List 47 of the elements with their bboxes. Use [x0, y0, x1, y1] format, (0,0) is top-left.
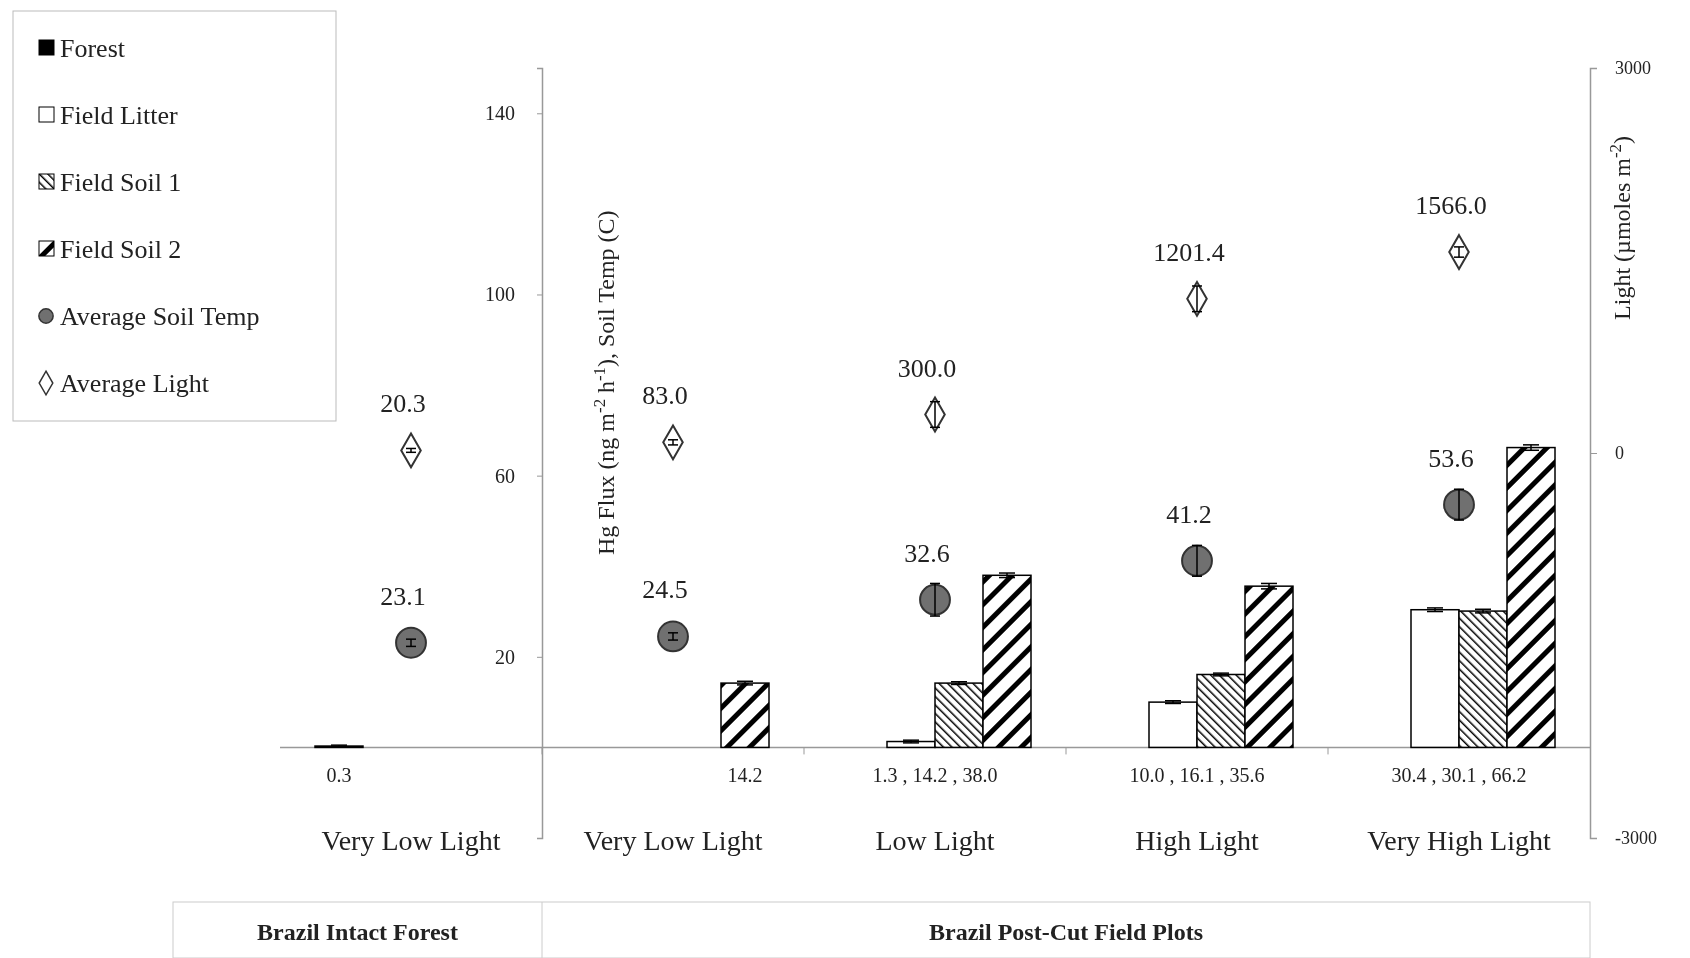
legend-label: Average Soil Temp — [60, 302, 260, 331]
y-tick-label: 100 — [485, 283, 515, 306]
data-label: 38.0 — [957, 764, 998, 787]
point — [919, 583, 951, 616]
legend-label: Field Litter — [60, 101, 179, 130]
x-tick-label: Low Light — [875, 825, 995, 857]
x-tick-label: Very High Light — [1367, 825, 1551, 857]
point — [1443, 488, 1475, 521]
data-label: 1566.0 — [1415, 191, 1487, 221]
legend-label: Average Light — [60, 369, 210, 398]
data-label: 41.2 — [1166, 499, 1212, 529]
data-label: 20.3 — [380, 389, 426, 419]
point — [657, 620, 689, 653]
data-label: 30.4 , — [1391, 764, 1437, 787]
data-label: 35.6 — [1224, 764, 1265, 787]
y-tick-label: 20 — [495, 645, 515, 668]
text: Brazil Post-Cut Field Plots — [929, 919, 1203, 945]
data-label: 1.3 , — [872, 764, 908, 787]
text: Brazil Intact Forest — [257, 919, 458, 945]
data-label: 66.2 — [1486, 764, 1527, 787]
data-label: 32.6 — [904, 538, 950, 568]
data-label: 23.1 — [380, 581, 426, 611]
data-label: 10.0 , — [1129, 764, 1175, 787]
data-label: 30.1 , — [1436, 764, 1487, 787]
data-label: 300.0 — [897, 353, 957, 383]
legend-label: Forest — [60, 34, 126, 63]
data-label: 0.3 — [326, 764, 352, 787]
y-tick-label: 140 — [485, 102, 515, 125]
data-label: 14.2 — [727, 764, 763, 787]
bar — [720, 682, 770, 749]
legend-label: Field Soil 2 — [60, 235, 182, 264]
data-label: 24.5 — [642, 575, 688, 605]
x-tick-label: Very Low Light — [583, 825, 763, 857]
x-tick-label: High Light — [1135, 825, 1260, 857]
point — [395, 626, 427, 659]
point — [1181, 544, 1213, 577]
y2-tick-label: 3000 — [1615, 58, 1651, 79]
data-label: 16.1 , — [1174, 764, 1225, 787]
data-label: 14.2 , — [907, 764, 958, 787]
y-tick-label: 60 — [495, 464, 515, 487]
y2-tick-label: 0 — [1615, 443, 1624, 464]
data-label: 1201.4 — [1153, 237, 1225, 267]
data-label: 53.6 — [1428, 443, 1474, 473]
data-label: 83.0 — [642, 381, 688, 411]
x-tick-label: Very Low Light — [321, 825, 501, 857]
legend-label: Field Soil 1 — [60, 168, 182, 197]
y2-tick-label: -3000 — [1615, 828, 1657, 849]
